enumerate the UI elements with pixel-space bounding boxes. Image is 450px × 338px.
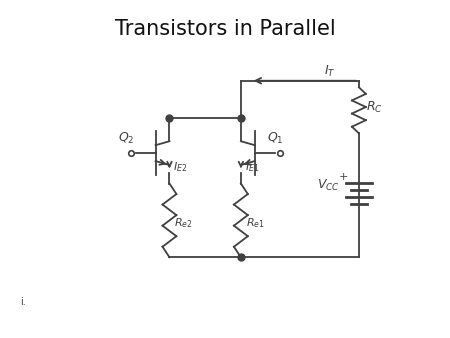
Text: $R_C$: $R_C$ — [366, 99, 382, 115]
Text: $R_{e1}$: $R_{e1}$ — [246, 216, 265, 230]
Text: $Q_2$: $Q_2$ — [118, 131, 135, 146]
Text: $I_T$: $I_T$ — [324, 64, 336, 79]
Text: $R_{e2}$: $R_{e2}$ — [175, 216, 193, 230]
Text: $I_{E1}$: $I_{E1}$ — [245, 160, 259, 174]
Text: $Q_1$: $Q_1$ — [267, 131, 283, 146]
Text: $V_{CC}$: $V_{CC}$ — [317, 178, 340, 193]
Text: Transistors in Parallel: Transistors in Parallel — [115, 19, 335, 39]
Text: $I_{E2}$: $I_{E2}$ — [173, 160, 188, 174]
Text: +: + — [339, 172, 348, 182]
Text: i.: i. — [20, 297, 26, 307]
